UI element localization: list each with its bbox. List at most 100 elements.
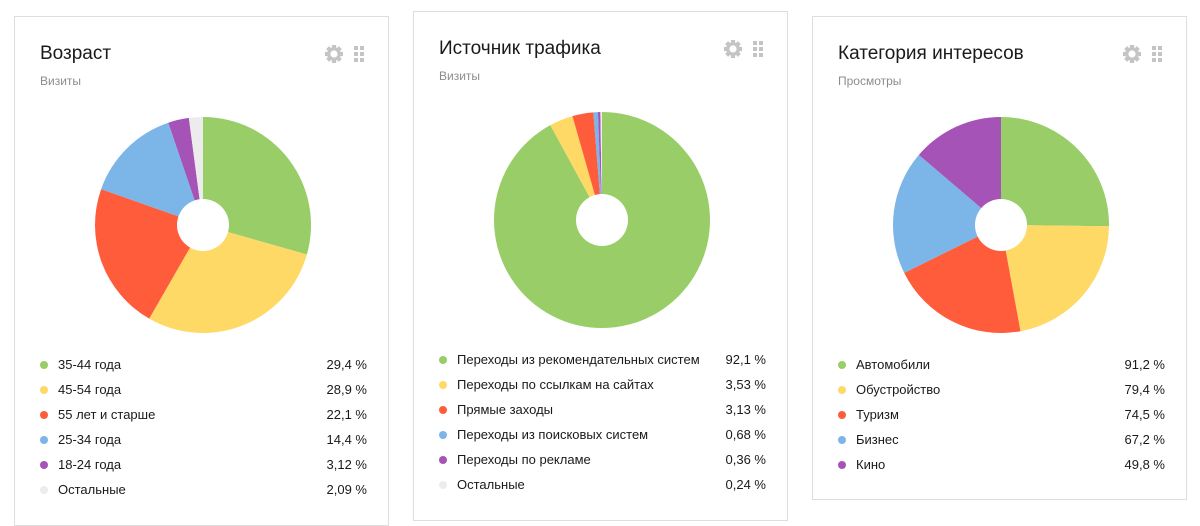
widget-tools xyxy=(723,39,763,59)
legend-item[interactable]: 35-44 года 29,4 % xyxy=(40,352,367,377)
legend-color-dot xyxy=(439,455,447,464)
legend-value: 0,36 % xyxy=(725,452,766,467)
legend-label: Бизнес xyxy=(856,432,899,447)
donut-hole xyxy=(576,194,628,246)
legend-value: 14,4 % xyxy=(326,432,367,447)
legend-item[interactable]: Остальные 2,09 % xyxy=(40,477,367,502)
legend-value: 2,09 % xyxy=(326,482,367,497)
chart-legend: 35-44 года 29,4 % 45-54 года 28,9 % 55 лет и… xyxy=(40,352,367,502)
legend-value: 49,8 % xyxy=(1124,457,1165,472)
widget-tools xyxy=(324,44,364,64)
legend-label: Переходы по ссылкам на сайтах xyxy=(457,377,654,392)
legend-color-dot xyxy=(40,460,48,469)
legend-value: 74,5 % xyxy=(1124,407,1165,422)
legend-color-dot xyxy=(439,355,447,364)
widget-subtitle: Визиты xyxy=(439,69,481,83)
drag-handle-icon[interactable] xyxy=(753,41,763,57)
legend-item[interactable]: 25-34 года 14,4 % xyxy=(40,427,367,452)
legend-label: Остальные xyxy=(58,482,126,497)
pie-slice[interactable] xyxy=(168,117,203,225)
pie-slice[interactable] xyxy=(904,225,1021,333)
widget-title: Возраст xyxy=(40,43,112,64)
gear-icon[interactable] xyxy=(723,39,743,59)
legend-color-dot xyxy=(439,430,447,439)
legend-label: Переходы по рекламе xyxy=(457,452,591,467)
pie-slice[interactable] xyxy=(600,112,602,220)
legend-value: 22,1 % xyxy=(326,407,367,422)
legend-label: Переходы из рекомендательных систем xyxy=(457,352,700,367)
pie-slice[interactable] xyxy=(149,225,307,333)
legend-item[interactable]: Бизнес 67,2 % xyxy=(838,427,1165,452)
legend-color-dot xyxy=(439,380,447,389)
drag-handle-icon[interactable] xyxy=(1152,46,1162,62)
pie-slice[interactable] xyxy=(101,122,203,225)
legend-label: Обустройство xyxy=(856,382,941,397)
traffic-source-widget: Источник трафика Визиты Переходы из реко… xyxy=(413,11,788,521)
drag-handle-icon[interactable] xyxy=(354,46,364,62)
pie-slice[interactable] xyxy=(94,189,203,319)
widget-subtitle: Просмотры xyxy=(838,74,902,88)
widget-subtitle: Визиты xyxy=(40,74,82,88)
legend-value: 0,68 % xyxy=(725,427,766,442)
legend-value: 79,4 % xyxy=(1124,382,1165,397)
pie-slice[interactable] xyxy=(1001,117,1109,227)
legend-item[interactable]: Автомобили 91,2 % xyxy=(838,352,1165,377)
legend-value: 28,9 % xyxy=(326,382,367,397)
legend-color-dot xyxy=(40,435,48,444)
pie-slice[interactable] xyxy=(188,117,203,225)
legend-item[interactable]: 45-54 года 28,9 % xyxy=(40,377,367,402)
legend-item[interactable]: Обустройство 79,4 % xyxy=(838,377,1165,402)
legend-item[interactable]: Прямые заходы 3,13 % xyxy=(439,397,766,422)
legend-label: Автомобили xyxy=(856,357,931,372)
chart-legend: Переходы из рекомендательных систем 92,1 … xyxy=(439,347,766,497)
legend-item[interactable]: 18-24 года 3,12 % xyxy=(40,452,367,477)
chart-legend: Автомобили 91,2 % Обустройство 79,4 % Туризм… xyxy=(838,352,1165,477)
pie-slice[interactable] xyxy=(572,112,602,220)
pie-slice[interactable] xyxy=(893,154,1001,273)
pie-slice[interactable] xyxy=(597,112,602,220)
legend-label: 18-24 года xyxy=(58,457,122,472)
legend-label: 45-54 года xyxy=(58,382,122,397)
legend-label: 35-44 года xyxy=(58,357,122,372)
widget-tools xyxy=(1122,44,1162,64)
legend-color-dot xyxy=(838,385,846,394)
pie-slice[interactable] xyxy=(1001,225,1109,332)
legend-color-dot xyxy=(40,385,48,394)
legend-color-dot xyxy=(838,360,846,369)
age-widget: Возраст Визиты 35-44 года 29,4 % 45-54 год… xyxy=(14,16,389,526)
legend-label: 55 лет и старше xyxy=(58,407,156,422)
donut-chart xyxy=(893,117,1109,333)
legend-value: 3,53 % xyxy=(725,377,766,392)
pie-slice[interactable] xyxy=(203,117,311,255)
gear-icon[interactable] xyxy=(1122,44,1142,64)
legend-label: 25-34 года xyxy=(58,432,122,447)
donut-chart xyxy=(494,112,710,328)
legend-label: Прямые заходы xyxy=(457,402,554,417)
legend-color-dot xyxy=(838,410,846,419)
legend-label: Остальные xyxy=(457,477,525,492)
pie-slice[interactable] xyxy=(593,112,602,220)
legend-item[interactable]: Туризм 74,5 % xyxy=(838,402,1165,427)
legend-value: 91,2 % xyxy=(1124,357,1165,372)
legend-value: 92,1 % xyxy=(725,352,766,367)
legend-value: 29,4 % xyxy=(326,357,367,372)
pie-slice[interactable] xyxy=(550,116,602,220)
gear-icon[interactable] xyxy=(324,44,344,64)
legend-value: 0,24 % xyxy=(725,477,766,492)
legend-label: Кино xyxy=(856,457,886,472)
legend-value: 67,2 % xyxy=(1124,432,1165,447)
legend-color-dot xyxy=(40,410,48,419)
donut-chart xyxy=(94,117,311,333)
legend-item[interactable]: Кино 49,8 % xyxy=(838,452,1165,477)
pie-slice[interactable] xyxy=(918,117,1001,225)
legend-item[interactable]: Остальные 0,24 % xyxy=(439,472,766,497)
widget-title: Источник трафика xyxy=(439,38,601,59)
legend-item[interactable]: Переходы по ссылкам на сайтах 3,53 % xyxy=(439,372,766,397)
legend-value: 3,13 % xyxy=(725,402,766,417)
legend-item[interactable]: Переходы по рекламе 0,36 % xyxy=(439,447,766,472)
widget-title: Категория интересов xyxy=(838,43,1024,64)
legend-color-dot xyxy=(439,480,447,489)
legend-item[interactable]: 55 лет и старше 22,1 % xyxy=(40,402,367,427)
legend-item[interactable]: Переходы из рекомендательных систем 92,1 … xyxy=(439,347,766,372)
legend-item[interactable]: Переходы из поисковых систем 0,68 % xyxy=(439,422,766,447)
